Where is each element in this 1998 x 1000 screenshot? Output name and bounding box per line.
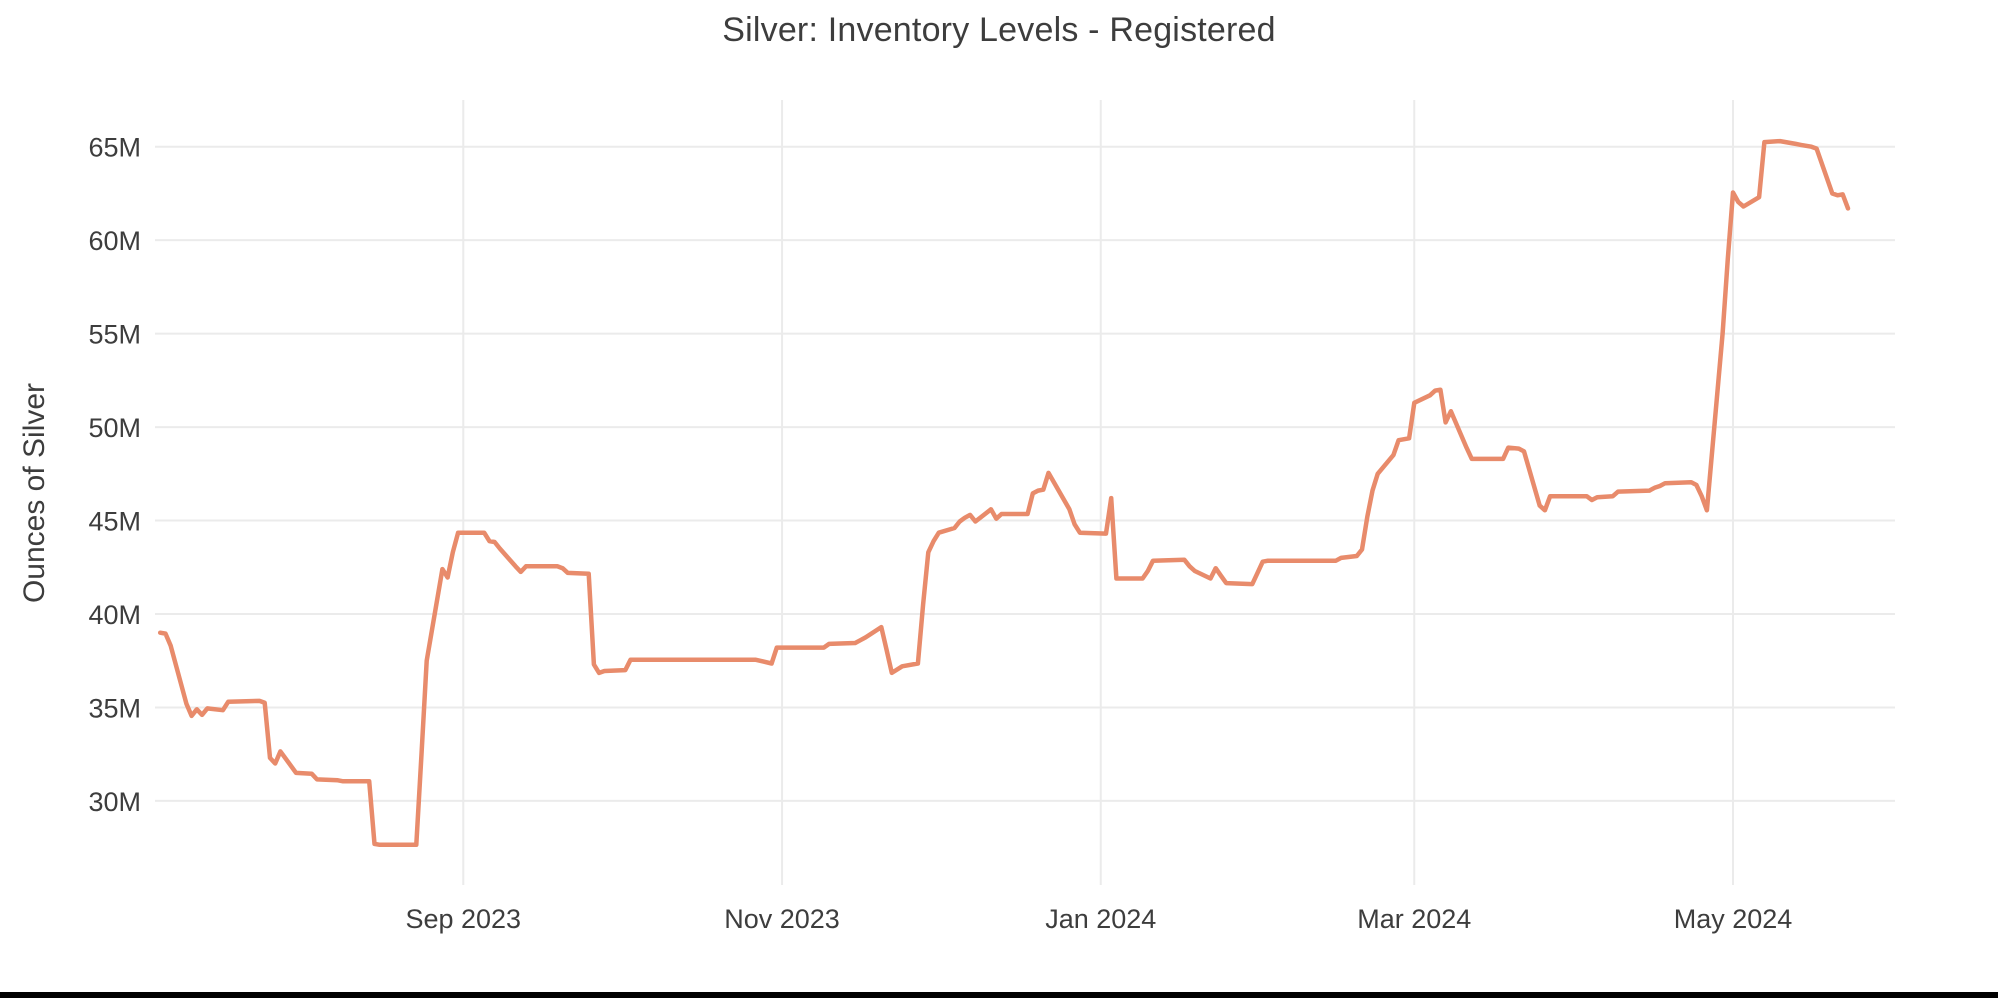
y-tick-label: 60M [88, 226, 141, 256]
x-tick-label: Mar 2024 [1357, 904, 1471, 934]
y-tick-label: 45M [88, 507, 141, 537]
y-tick-label: 55M [88, 320, 141, 350]
y-tick-label: 35M [88, 693, 141, 723]
series-line[interactable] [157, 138, 1851, 848]
y-axis-title: Ounces of Silver [18, 383, 51, 603]
y-tick-label: 65M [88, 133, 141, 163]
x-tick-label: May 2024 [1674, 904, 1793, 934]
gridlines [155, 100, 1895, 885]
x-tick-label: Nov 2023 [724, 904, 840, 934]
y-tick-label: 40M [88, 600, 141, 630]
y-tick-label: 30M [88, 787, 141, 817]
x-tick-label: Jan 2024 [1045, 904, 1156, 934]
axis-tick-labels: 30M 35M 40M 45M 50M 55M 60M 65M Sep 2023 Nov 2023… [88, 133, 1792, 934]
x-tick-label: Sep 2023 [405, 904, 521, 934]
bottom-divider-bar [0, 992, 1998, 998]
chart-title: Silver: Inventory Levels - Registered [722, 11, 1276, 49]
y-tick-label: 50M [88, 413, 141, 443]
